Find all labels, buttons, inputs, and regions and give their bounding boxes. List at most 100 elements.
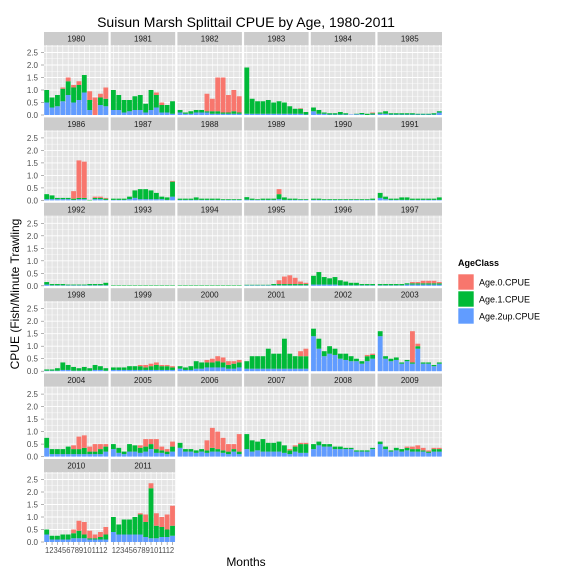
facet-plot-background: [377, 45, 442, 115]
bar-segment-age2up: [44, 370, 50, 372]
bar-segment-age2up: [76, 100, 82, 115]
bar-segment-age2up: [60, 369, 66, 372]
facet-panel-1991: 1991: [377, 117, 442, 201]
bar-segment-age1: [287, 106, 293, 114]
bar-segment-age2up: [316, 348, 322, 372]
bar-segment-age1: [332, 348, 338, 355]
bar-segment-age2up: [81, 199, 87, 201]
y-tick-label: 0.5: [27, 526, 39, 535]
facet-panel-1987: 1987: [110, 117, 176, 201]
bar-segment-age2up: [65, 285, 71, 286]
bar-segment-age1: [199, 110, 205, 113]
legend-swatch: [457, 290, 475, 308]
bar-segment-age1: [265, 442, 271, 452]
facet-panel-2007: 2007: [244, 373, 309, 458]
bar-segment-age1: [410, 362, 415, 364]
bar-segment-age1: [55, 284, 60, 286]
facet-plot-background: [110, 386, 176, 457]
bar-segment-age1: [60, 197, 66, 200]
bar-segment-age2up: [60, 101, 66, 115]
bar-segment-age0: [92, 196, 98, 198]
bar-segment-age1: [271, 198, 277, 200]
bar-segment-age0: [103, 197, 109, 199]
y-tick-label: 0.0: [27, 111, 39, 120]
facet-panel-1995: 1995: [244, 202, 309, 287]
bar-segment-age1: [388, 198, 394, 200]
bar-segment-age2up: [92, 199, 98, 201]
y-tick-label: 1.5: [27, 74, 39, 83]
bar-segment-age0: [281, 276, 287, 285]
bar-segment-age1: [415, 113, 421, 115]
bar-segment-age1: [303, 112, 309, 115]
bar-segment-age0: [410, 331, 415, 363]
bar-segment-age2up: [316, 445, 322, 457]
bar-segment-age2up: [92, 454, 98, 457]
bar-segment-age2up: [209, 367, 215, 372]
bar-segment-age0: [231, 90, 237, 112]
bar-segment-age1: [110, 198, 116, 200]
bar-segment-age1: [426, 451, 431, 453]
bar-segment-age2up: [431, 114, 437, 115]
bar-segment-age0: [215, 356, 221, 362]
bar-segment-age2up: [244, 368, 250, 372]
bar-segment-age1: [177, 285, 183, 286]
facet-panel-1985: 1985: [377, 32, 442, 116]
bar-segment-age1: [276, 441, 282, 452]
bar-segment-age2up: [281, 199, 287, 201]
bar-segment-age2up: [303, 285, 309, 286]
facet-strip-label: 2006: [201, 376, 219, 385]
bar-segment-age2up: [204, 199, 210, 201]
bar-segment-age1: [71, 87, 76, 103]
bar-segment-age2up: [436, 451, 442, 457]
facet-strip-label: 1999: [134, 291, 152, 300]
bar-segment-age1: [316, 338, 322, 349]
bar-segment-age1: [159, 196, 165, 200]
bar-segment-age1: [49, 535, 55, 540]
bar-segment-age1: [199, 362, 205, 369]
bar-segment-age0: [103, 87, 109, 99]
panels-layer: 1980 0.0 0.5 1.0 1.5 2.0 2.5 1981 1982 1983 1984 19…: [27, 32, 442, 555]
bar-segment-age1: [220, 199, 226, 200]
bar-segment-age2up: [177, 368, 183, 372]
bar-segment-age2up: [332, 114, 338, 115]
bar-segment-age1: [271, 353, 277, 369]
bar-segment-age0: [231, 444, 237, 450]
bar-segment-age2up: [287, 199, 293, 201]
bar-segment-age1: [193, 285, 199, 286]
bar-segment-age0: [276, 189, 282, 195]
bar-segment-age2up: [298, 113, 303, 115]
bar-segment-age1: [359, 199, 365, 200]
facet-panel-1984: 1984: [310, 32, 376, 116]
bar-segment-age2up: [103, 451, 109, 457]
bar-segment-age1: [370, 113, 376, 115]
bar-segment-age1: [164, 285, 170, 286]
bar-segment-age0: [81, 435, 87, 448]
bar-segment-age2up: [276, 368, 282, 372]
bar-segment-age2up: [420, 451, 426, 457]
y-tick-label: 0.5: [27, 440, 39, 449]
facet-plot-background: [377, 215, 442, 286]
bar-segment-age2up: [393, 359, 399, 372]
bar-segment-age1: [399, 449, 405, 452]
bar-segment-age2up: [321, 446, 327, 457]
bar-segment-age2up: [420, 199, 426, 201]
bar-segment-age2up: [215, 451, 221, 457]
bar-segment-age0: [410, 446, 415, 450]
bar-segment-age2up: [71, 370, 76, 372]
bar-segment-age1: [388, 284, 394, 286]
bar-segment-age2up: [87, 110, 93, 115]
bar-segment-age1: [244, 434, 250, 450]
bar-segment-age2up: [343, 359, 349, 372]
bar-segment-age2up: [377, 285, 383, 286]
bar-segment-age2up: [249, 199, 255, 201]
bar-segment-age2up: [121, 112, 127, 115]
bar-segment-age1: [311, 444, 316, 450]
bar-segment-age1: [127, 444, 132, 452]
bar-segment-age1: [116, 285, 122, 286]
bar-segment-age0: [87, 91, 93, 100]
bar-segment-age1: [121, 367, 127, 370]
bar-segment-age2up: [81, 370, 87, 372]
bar-segment-age2up: [148, 199, 154, 201]
bar-segment-age1: [327, 113, 333, 115]
bar-segment-age2up: [354, 361, 359, 372]
